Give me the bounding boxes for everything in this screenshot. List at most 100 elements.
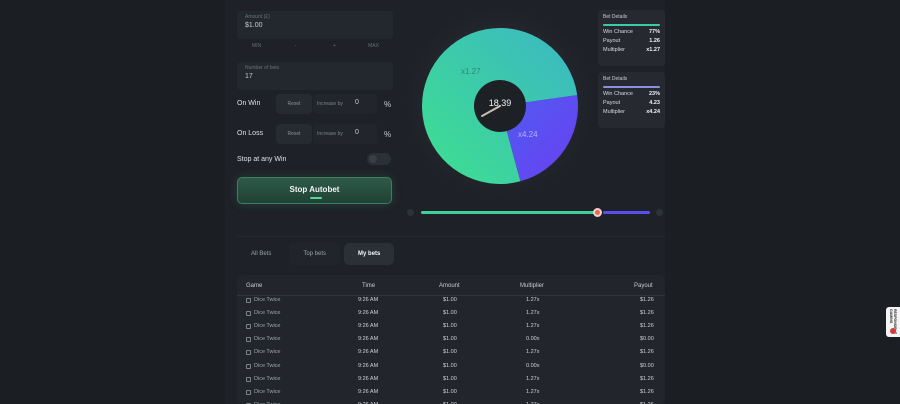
autobet-progress-bar <box>310 197 322 199</box>
amount-adjust-buttons: MIN - + MAX <box>237 40 393 52</box>
column-payout: Payout <box>634 283 653 289</box>
column-amount: Amount <box>439 283 460 289</box>
bets-tabs: All Bets Top bets My bets <box>237 243 395 265</box>
stop-at-any-win-toggle[interactable] <box>367 153 391 165</box>
on-win-increase-value: 0 <box>355 99 359 106</box>
on-win-increase-field[interactable]: Increase by 0 <box>313 94 377 114</box>
payout-value: 4.23 <box>649 100 660 106</box>
outcome-pie-chart <box>421 27 578 184</box>
cell-payout: $1.26 <box>640 402 654 404</box>
section-divider <box>237 236 665 237</box>
tab-my-bets[interactable]: My bets <box>344 243 395 265</box>
column-multiplier: Multiplier <box>520 283 545 289</box>
on-win-increase-label: Increase by <box>317 101 343 107</box>
cell-time: 9:26 AM <box>358 349 379 356</box>
table-row: Dice Twice 9:26 AM $1.00 1.27x $1.26 <box>237 373 665 386</box>
dice-icon <box>246 363 251 369</box>
decrease-button[interactable]: - <box>294 43 297 49</box>
column-game: Game <box>246 283 263 289</box>
bet-details-card-2: Bet Details Win Chance 23% Payout 4.23 Mul… <box>598 72 665 128</box>
cell-payout: $1.26 <box>640 323 654 330</box>
on-win-percent-unit: % <box>384 100 392 109</box>
pie-label-x1-27: x1.27 <box>461 67 481 76</box>
cell-time: 9:26 AM <box>358 310 379 317</box>
cell-multiplier: 1.27x <box>526 375 540 382</box>
dice-icon <box>246 376 251 382</box>
win-chance-row: Win Chance 23% <box>603 91 660 97</box>
cell-amount: $1.00 <box>443 336 457 343</box>
bet-details-card-1: Bet Details Win Chance 77% Payout 1.26 Mul… <box>598 10 665 66</box>
column-time: Time <box>362 283 376 289</box>
cell-game: Dice Twice <box>254 349 281 356</box>
table-row: Dice Twice 9:26 AM $1.00 0.00x $0.00 <box>237 360 665 373</box>
bet-amount-value: $1.00 <box>245 22 263 29</box>
dice-icon <box>246 324 251 330</box>
responsible-gaming-text: RESPONSIBLE GAMING <box>889 309 897 335</box>
cell-amount: $1.00 <box>443 297 457 303</box>
cell-amount: $1.00 <box>443 402 457 404</box>
cell-multiplier: 1.27x <box>526 402 539 404</box>
multiplier-row: Multiplier x1.27 <box>603 47 660 53</box>
on-loss-reset-button[interactable]: Reset <box>276 124 312 144</box>
table-header: Game Time Amount Multiplier Payout <box>237 275 665 296</box>
bet-details-accent <box>603 86 660 88</box>
max-button[interactable]: MAX <box>368 43 379 49</box>
on-loss-label: On Loss <box>237 130 264 137</box>
payout-label: Payout <box>603 100 621 106</box>
cell-time: 9:26 AM <box>358 375 379 382</box>
multiplier-value: x1.27 <box>646 47 660 53</box>
bets-table: Game Time Amount Multiplier Payout Dice … <box>237 275 665 404</box>
cell-game: Dice Twice <box>254 362 281 369</box>
responsible-gaming-widget[interactable]: RESPONSIBLE GAMING <box>886 307 900 337</box>
cell-multiplier: 1.27x <box>526 323 540 330</box>
pie-needle <box>481 105 501 117</box>
slider-track-loss[interactable] <box>603 211 650 214</box>
tab-all-bets[interactable]: All Bets <box>251 251 272 257</box>
cell-amount: $1.00 <box>443 310 457 317</box>
cell-multiplier: 1.27x <box>526 310 540 317</box>
increase-button[interactable]: + <box>333 43 336 49</box>
table-row: Dice Twice 9:26 AM $1.00 1.27x $1.26 <box>237 346 665 359</box>
on-loss-increase-field[interactable]: Increase by 0 <box>313 124 377 144</box>
win-chance-label: Win Chance <box>603 29 633 35</box>
stop-autobet-label: Stop Autobet <box>289 185 340 194</box>
payout-value: 1.26 <box>649 38 660 44</box>
table-row: Dice Twice 9:26 AM $1.00 1.27x $1.26 <box>237 320 665 333</box>
cell-time: 9:26 AM <box>358 323 379 330</box>
cell-amount: $1.00 <box>443 388 457 395</box>
on-win-reset-button[interactable]: Reset <box>276 94 312 114</box>
bet-amount-field[interactable]: Amount (£) $1.00 <box>237 11 393 39</box>
tab-top-bets[interactable]: Top bets <box>289 243 341 265</box>
on-loss-increase-value: 0 <box>355 129 359 136</box>
bet-amount-label: Amount (£) <box>245 14 270 20</box>
stop-autobet-button[interactable]: Stop Autobet <box>237 177 392 204</box>
number-of-bets-value: 17 <box>245 73 253 80</box>
cell-time: 9:26 AM <box>358 402 378 404</box>
cell-game: Dice Twice <box>254 310 281 317</box>
bet-details-title: Bet Details <box>603 14 628 20</box>
cell-amount: $1.00 <box>443 362 457 369</box>
slider-left-cap <box>407 209 414 216</box>
table-row: Dice Twice 9:26 AM $1.00 1.27x $1.26 <box>237 399 665 404</box>
multiplier-row: Multiplier x4.24 <box>603 109 660 115</box>
cell-game: Dice Twice <box>254 402 281 404</box>
payout-row: Payout 1.26 <box>603 38 660 44</box>
win-chance-row: Win Chance 77% <box>603 29 660 35</box>
slider-thumb[interactable] <box>593 208 603 217</box>
cell-amount: $1.00 <box>443 323 457 330</box>
cell-game: Dice Twice <box>254 297 281 303</box>
win-chance-label: Win Chance <box>603 91 633 97</box>
slider-track-win[interactable] <box>421 211 596 214</box>
bet-details-title: Bet Details <box>603 76 628 82</box>
multiplier-value: x4.24 <box>646 109 660 115</box>
dice-icon <box>246 389 251 395</box>
pie-label-x4-24: x4.24 <box>518 130 538 139</box>
payout-row: Payout 4.23 <box>603 100 660 106</box>
stop-at-any-win-label: Stop at any Win <box>237 156 287 163</box>
on-win-label: On Win <box>237 100 261 107</box>
cell-time: 9:26 AM <box>358 336 379 343</box>
dice-icon <box>246 337 251 343</box>
min-button[interactable]: MIN <box>251 43 262 49</box>
number-of-bets-field[interactable]: Number of bets 17 <box>237 62 393 90</box>
on-loss-increase-label: Increase by <box>317 131 343 137</box>
